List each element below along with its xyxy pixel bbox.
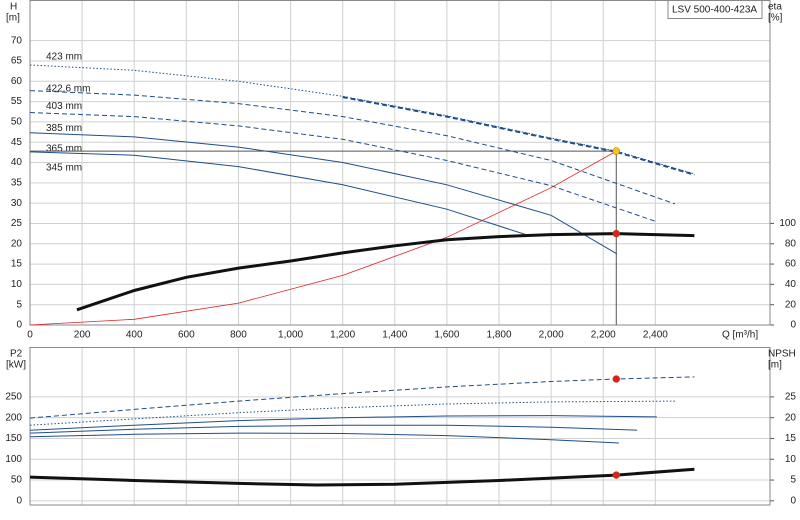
y-tick-label: 250 — [5, 392, 22, 403]
y-tick-label: 50 — [11, 117, 23, 128]
operating-point — [612, 471, 621, 479]
y-tick-label: 50 — [11, 475, 23, 486]
y-tick-label: 150 — [5, 433, 22, 444]
plot-frame — [29, 0, 771, 326]
y-tick-label: 5 — [16, 299, 22, 310]
y-tick-label: 65 — [11, 56, 23, 67]
operating-point — [612, 147, 621, 155]
y2-axis-unit: [%] — [768, 13, 783, 24]
y-tick-label: 15 — [11, 259, 23, 270]
y2-axis-unit: [m] — [768, 360, 782, 371]
y2-tick-label: 20 — [785, 412, 797, 423]
curve — [29, 415, 657, 431]
curve-label: 365 mm — [46, 143, 82, 154]
curve-label: 403 mm — [46, 101, 82, 112]
y2-axis-label: eta — [768, 2, 782, 13]
x-tick-label: 400 — [126, 330, 143, 341]
y-tick-label: 60 — [11, 76, 23, 87]
x-tick-label: 0 — [27, 330, 33, 341]
curve — [29, 467, 695, 487]
curve-label: 345 mm — [46, 163, 82, 174]
y-tick-label: 10 — [11, 279, 23, 290]
x-tick-label: 2,400 — [643, 330, 668, 341]
y2-tick-label: 10 — [785, 454, 797, 465]
y-tick-label: 45 — [11, 137, 23, 148]
y-axis-label: H — [10, 2, 17, 13]
x-tick-label: 600 — [178, 330, 195, 341]
x-tick-label: 1,800 — [486, 330, 511, 341]
curve — [29, 90, 676, 205]
x-tick-label: 800 — [230, 330, 247, 341]
curve-label: 385 mm — [46, 123, 82, 134]
x-tick-label: 200 — [74, 330, 91, 341]
title-box — [667, 0, 763, 19]
y-tick-label: 30 — [11, 198, 23, 209]
y-tick-label: 200 — [5, 412, 22, 423]
y-tick-label: 40 — [11, 157, 23, 168]
y-tick-label: 20 — [11, 238, 23, 249]
chart-title: LSV 500-400-423A — [672, 5, 757, 16]
y2-tick-label: 40 — [785, 279, 797, 290]
y-tick-label: 0 — [16, 320, 22, 331]
curve — [29, 151, 526, 235]
y-tick-label: 25 — [11, 218, 23, 229]
y-tick-label: 55 — [11, 96, 23, 107]
y-axis-label: P2 — [10, 349, 23, 360]
y2-tick-label: 100 — [779, 218, 796, 229]
y-tick-label: 70 — [11, 35, 23, 46]
y2-tick-label: 20 — [785, 299, 797, 310]
curve — [29, 400, 675, 426]
x-tick-label: 1,200 — [330, 330, 355, 341]
y2-tick-label: 25 — [785, 392, 797, 403]
curve — [29, 150, 617, 326]
curve — [29, 376, 695, 419]
y2-tick-label: 0 — [790, 320, 796, 331]
curve — [29, 132, 618, 255]
x-tick-label: 2,200 — [591, 330, 616, 341]
y-axis-unit: [m] — [6, 13, 20, 24]
x-tick-label: 2,000 — [539, 330, 564, 341]
y2-tick-label: 60 — [785, 259, 797, 270]
y2-axis-label: NPSH — [768, 349, 796, 360]
x-tick-label: 1,400 — [382, 330, 407, 341]
plot-frame — [29, 347, 771, 506]
y-tick-label: 0 — [16, 495, 22, 506]
curve — [342, 96, 695, 176]
x-axis-label: Q [m³/h] — [722, 330, 758, 341]
curve — [29, 424, 638, 434]
x-tick-label: 1,600 — [434, 330, 459, 341]
curve — [29, 112, 658, 223]
curve — [29, 432, 619, 444]
y2-tick-label: 5 — [790, 475, 796, 486]
y2-tick-label: 0 — [790, 495, 796, 506]
y2-tick-label: 80 — [785, 238, 797, 249]
curve — [76, 232, 695, 312]
x-tick-label: 1,000 — [278, 330, 303, 341]
operating-point — [612, 375, 621, 383]
y-axis-unit: [kW] — [6, 360, 26, 371]
y-tick-label: 100 — [5, 454, 22, 465]
curve-label: 423 mm — [46, 52, 82, 63]
y-tick-label: 35 — [11, 177, 23, 188]
y2-tick-label: 15 — [785, 433, 797, 444]
operating-point — [612, 229, 621, 238]
curve-label: 422.6 mm — [46, 84, 90, 95]
